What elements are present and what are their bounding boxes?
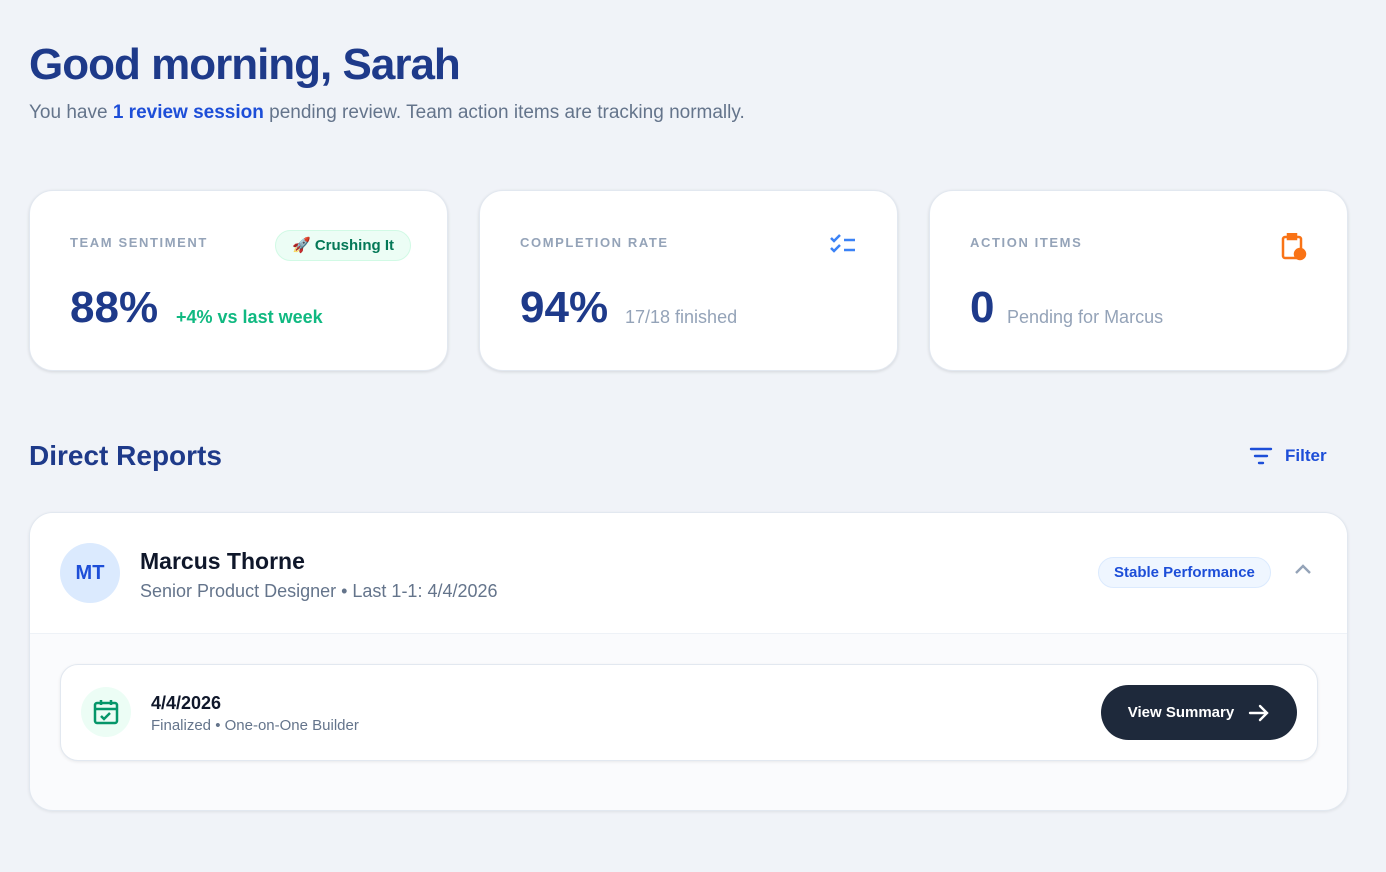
status-badge: Stable Performance <box>1098 557 1271 588</box>
view-summary-button[interactable]: View Summary <box>1101 685 1297 740</box>
action-items-card: ACTION ITEMS 0 Pending for Marcus <box>929 190 1348 371</box>
section-title: Direct Reports <box>29 440 222 471</box>
session-date: 4/4/2026 <box>151 693 222 713</box>
session-row: 4/4/2026 Finalized • One-on-One Builder … <box>60 664 1318 761</box>
card-note: 17/18 finished <box>625 307 738 327</box>
pending-review-link[interactable]: 1 review session <box>112 102 264 123</box>
filter-label: Filter <box>1285 446 1327 465</box>
filter-icon <box>1249 447 1273 465</box>
report-name: Marcus Thorne <box>140 548 305 574</box>
card-value: 0 <box>970 283 995 332</box>
checklist-icon <box>830 234 855 253</box>
arrow-right-icon <box>1249 704 1269 721</box>
session-meta: Finalized • One-on-One Builder <box>151 717 359 734</box>
team-sentiment-card: TEAM SENTIMENT 🚀 Crushing It 88% +4% vs … <box>29 190 448 371</box>
greeting-title: Good morning, Sarah <box>29 40 461 89</box>
sentiment-badge: 🚀 Crushing It <box>275 230 412 261</box>
view-summary-label: View Summary <box>1127 704 1235 721</box>
card-label: TEAM SENTIMENT <box>70 235 208 250</box>
filter-button[interactable]: Filter <box>1249 446 1327 466</box>
card-note: +4% vs last week <box>176 307 323 327</box>
report-header[interactable]: MT Marcus Thorne Senior Product Designer… <box>30 513 1347 634</box>
direct-report-card: MT Marcus Thorne Senior Product Designer… <box>29 512 1348 811</box>
report-role: Senior Product Designer • Last 1-1: 4/4/… <box>140 581 498 601</box>
chevron-up-icon[interactable] <box>1294 563 1312 575</box>
card-value: 94% <box>520 283 609 332</box>
card-label: ACTION ITEMS <box>970 235 1083 250</box>
subtitle-suffix: pending review. Team action items are tr… <box>263 102 745 123</box>
completion-rate-card: COMPLETION RATE 94% 17/18 finished <box>479 190 898 371</box>
card-note: Pending for Marcus <box>1007 307 1164 327</box>
clipboard-clock-icon <box>1281 233 1307 261</box>
greeting-subtitle: You have 1 review session pending review… <box>29 102 745 124</box>
subtitle-prefix: You have <box>29 102 113 123</box>
card-value: 88% <box>70 283 159 332</box>
card-label: COMPLETION RATE <box>520 235 669 250</box>
calendar-check-icon <box>81 687 131 737</box>
avatar: MT <box>60 543 120 603</box>
